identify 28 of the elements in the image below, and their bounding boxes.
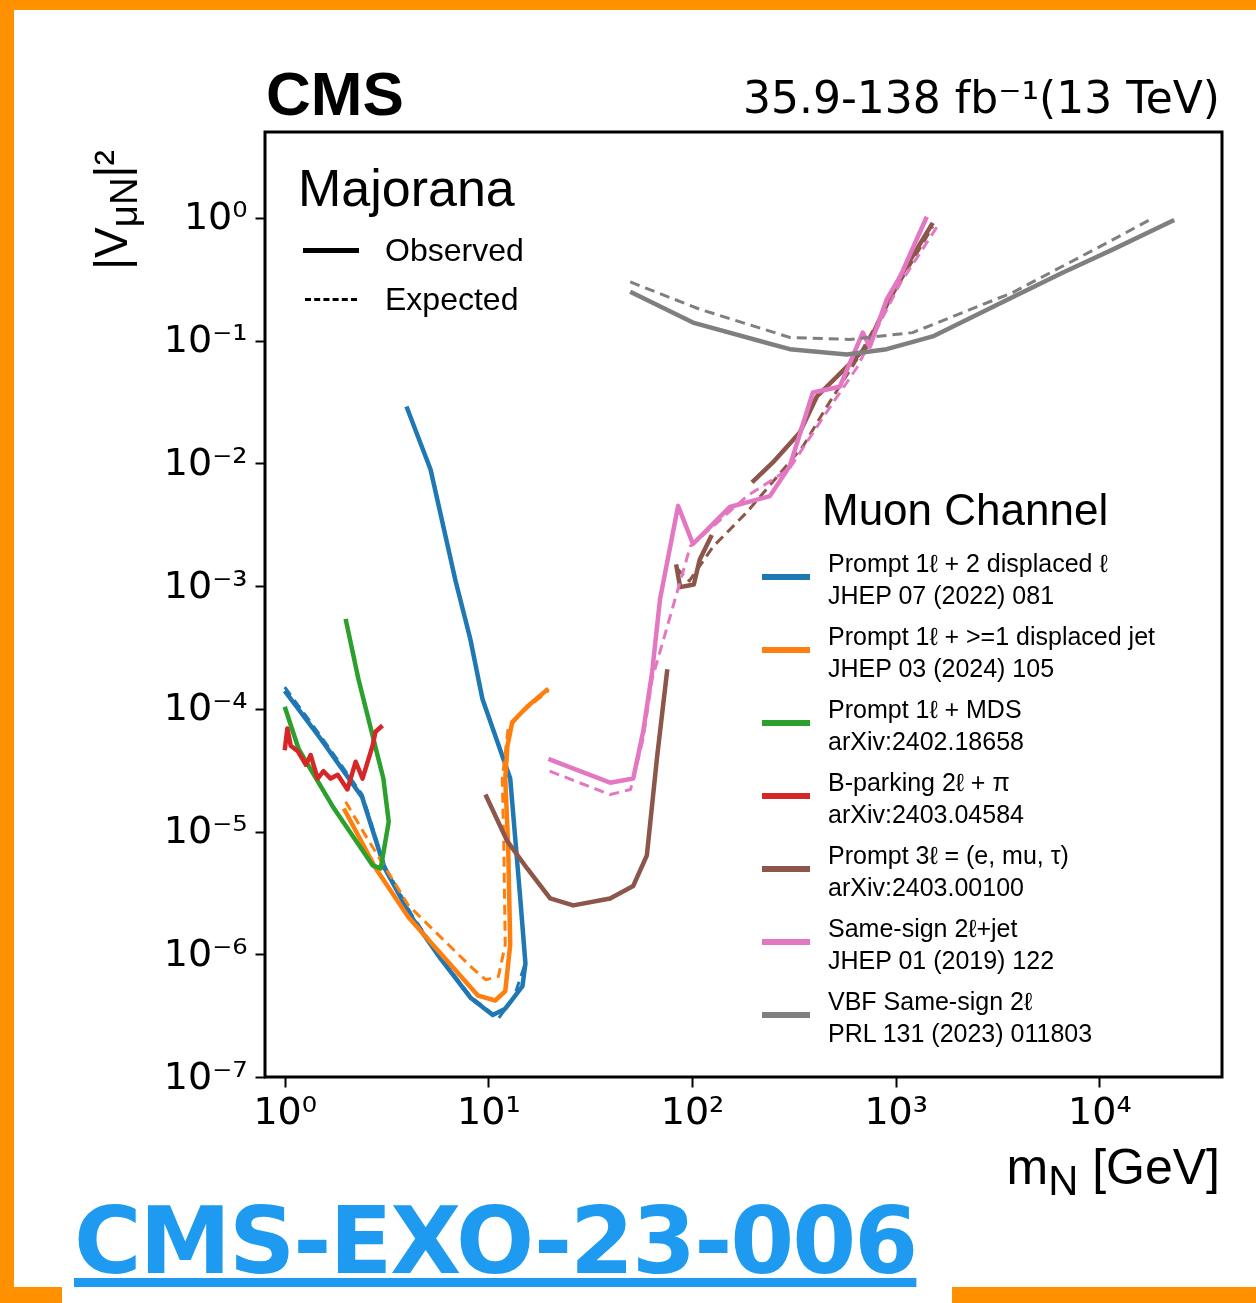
x-tick-label: 10⁰ (253, 1088, 318, 1133)
legend-label: Prompt 1ℓ + 2 displaced ℓ JHEP 07 (2022) 081 (828, 548, 1108, 611)
y-tick-label: 10⁻⁷ (163, 1053, 248, 1098)
legend-label: Prompt 3ℓ = (e, mu, τ) arXiv:2403.00100 (828, 840, 1069, 903)
legend-label: Same-sign 2ℓ+jet JHEP 01 (2019) 122 (828, 913, 1055, 976)
x-tick-label: 10¹ (457, 1088, 521, 1133)
y-tick-label: 10⁻⁵ (163, 808, 248, 853)
y-tick-label: 10⁻⁶ (163, 930, 248, 975)
y-tick-label: 10⁻³ (163, 562, 248, 607)
y-tick-label: 10⁻⁴ (163, 685, 248, 730)
legend-title: Muon Channel (822, 485, 1109, 535)
x-tick-label: 10⁴ (1068, 1088, 1132, 1133)
x-axis-title: m$_{N}$ [GeV] (1006, 1138, 1220, 1205)
legend-label: Prompt 1ℓ + MDS arXiv:2402.18658 (828, 694, 1024, 757)
y-tick-label: 10⁰ (183, 194, 248, 239)
legend-label: B-parking 2ℓ + π arXiv:2403.04584 (828, 767, 1024, 830)
text: CMS-EXO-23-006 (62, 1180, 952, 1303)
y-tick-label: 10⁻¹ (163, 317, 248, 362)
chart-title: CMS (266, 58, 404, 129)
annotation: Majorana (298, 158, 515, 218)
annotation: Expected (385, 281, 519, 318)
y-tick-label: 10⁻² (163, 439, 248, 484)
x-tick-label: 10² (660, 1088, 725, 1133)
legend-label: Prompt 1ℓ + >=1 displaced jet JHEP 03 (2024) 105 (828, 621, 1156, 684)
chart-subtitle: 35.9-138 fb⁻¹(13 TeV) (743, 72, 1220, 123)
annotation: Observed (385, 232, 524, 269)
x-tick-label: 10³ (864, 1088, 929, 1133)
legend-label: VBF Same-sign 2ℓ PRL 131 (2023) 011803 (828, 986, 1093, 1049)
